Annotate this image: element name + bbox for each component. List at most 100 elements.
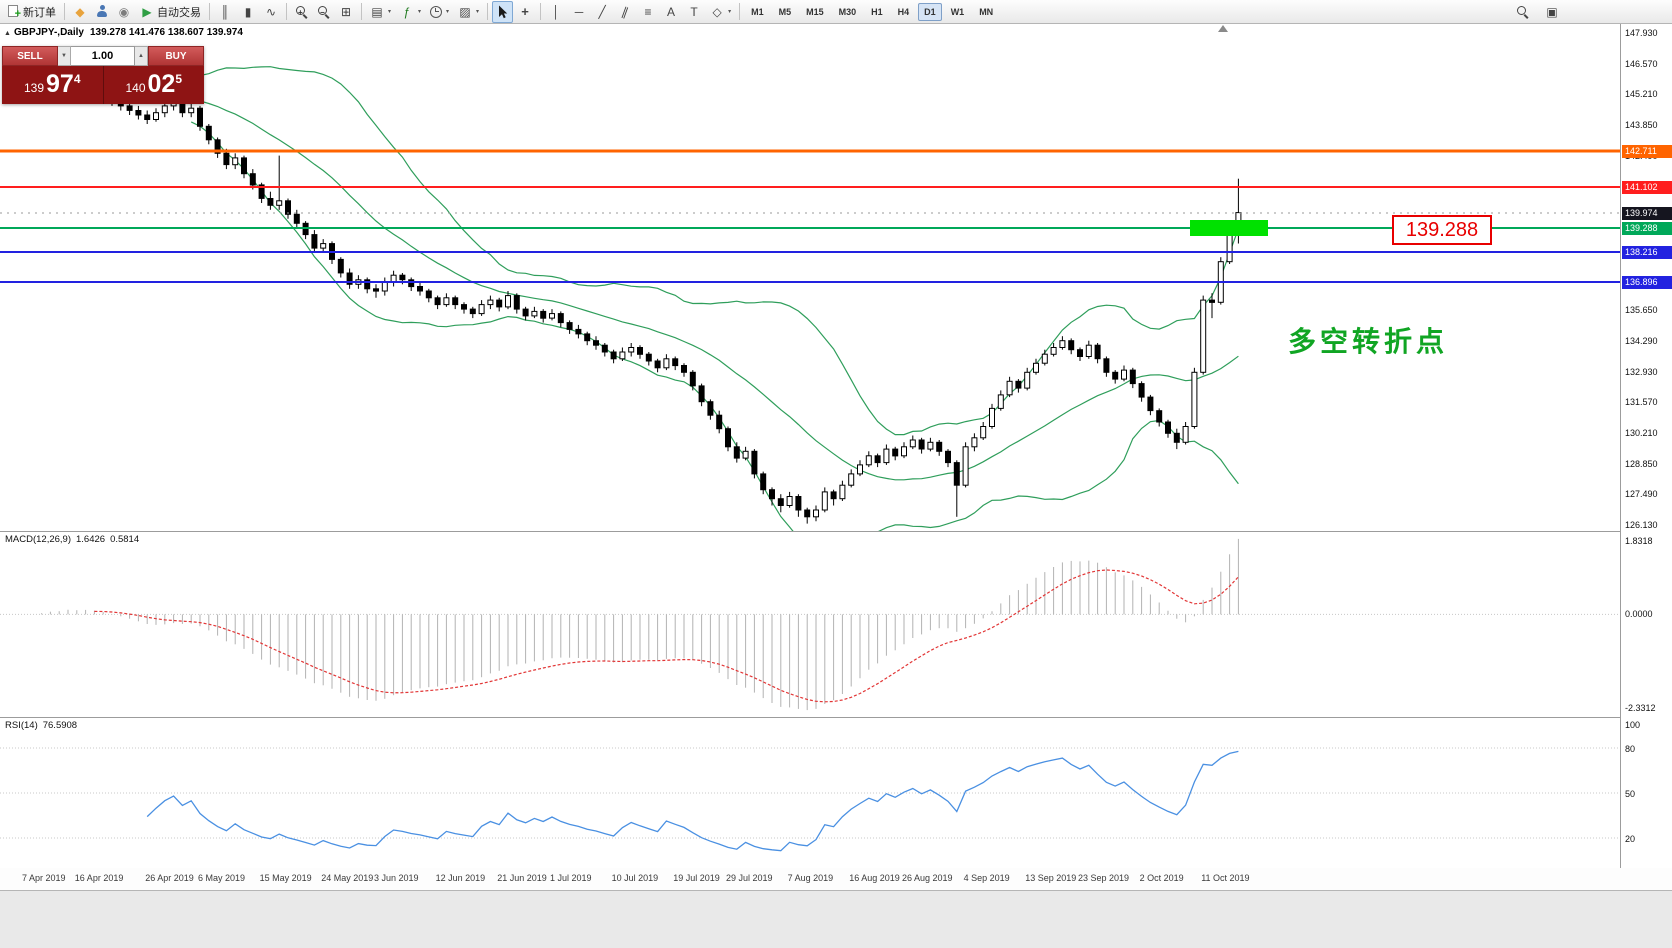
bar-chart-icon[interactable]: ║ bbox=[214, 1, 236, 23]
price-scale[interactable]: 147.930146.570145.210143.850142.490135.6… bbox=[1620, 24, 1672, 868]
snapshot-icon: ▨ bbox=[459, 4, 471, 19]
label-icon[interactable]: T bbox=[683, 1, 705, 23]
rsi-scale-label: 80 bbox=[1625, 744, 1636, 754]
price-level-tag[interactable]: 138.216 bbox=[1622, 246, 1672, 260]
symbol-marker-icon: ▲ bbox=[4, 30, 11, 37]
turning-point-note[interactable]: 多空转折点 bbox=[1288, 326, 1449, 357]
ohlc-values: 139.278 141.476 138.607 139.974 bbox=[89, 27, 243, 38]
rsi-canvas[interactable] bbox=[0, 718, 1620, 868]
panel-separator[interactable] bbox=[0, 717, 1672, 718]
macd-signal-value: 0.5814 bbox=[110, 534, 140, 545]
tile-windows-icon: ⊞ bbox=[340, 4, 352, 19]
sell-button[interactable]: SELL bbox=[2, 46, 58, 66]
news-icon: ◉ bbox=[118, 4, 130, 19]
date-label: 15 May 2019 bbox=[259, 873, 312, 883]
price-level-tag[interactable]: 136.896 bbox=[1622, 276, 1672, 290]
timeframe-mn[interactable]: MN bbox=[979, 6, 994, 17]
line-chart-icon[interactable]: ∿ bbox=[260, 1, 282, 23]
timeframe-m15[interactable]: M15 bbox=[806, 6, 824, 17]
indicators-icon: ƒ bbox=[403, 4, 411, 19]
cursor-icon[interactable] bbox=[492, 0, 514, 23]
data-window-icon: ▣ bbox=[1546, 4, 1558, 19]
timeframe-m5[interactable]: M5 bbox=[778, 6, 792, 17]
price-tick: 127.490 bbox=[1625, 489, 1658, 500]
buy-button[interactable]: BUY bbox=[148, 46, 204, 66]
date-label: 16 Aug 2019 bbox=[849, 873, 900, 883]
macd-main-value: 1.6426 bbox=[76, 534, 106, 545]
new-order-button[interactable]: 新订单 bbox=[3, 1, 60, 23]
timeframe-m30[interactable]: M30 bbox=[838, 6, 857, 17]
candlestick-chart-icon: ▮ bbox=[244, 4, 252, 19]
rsi-panel[interactable]: RSI(14) 76.5908 bbox=[0, 718, 1620, 868]
rsi-scale-label: 100 bbox=[1625, 720, 1641, 730]
price-level-note[interactable]: 139.288 bbox=[1392, 215, 1492, 246]
chart-shift-marker[interactable] bbox=[1218, 25, 1228, 32]
periods-icon[interactable]: ▾ bbox=[426, 1, 453, 23]
macd-scale-label: 0.0000 bbox=[1625, 609, 1653, 620]
timeframe-h1[interactable]: H1 bbox=[871, 6, 883, 17]
price-tick: 126.130 bbox=[1625, 520, 1658, 531]
channel-icon[interactable]: ∥ bbox=[614, 1, 636, 23]
timeframe-d1[interactable]: D1 bbox=[918, 2, 942, 21]
time-axis[interactable]: 7 Apr 2019 16 Apr 2019 26 Apr 2019 6 May 20… bbox=[0, 868, 1672, 890]
date-label: 1 Jul 2019 bbox=[550, 873, 592, 883]
price-level-tag[interactable]: 142.711 bbox=[1622, 144, 1672, 158]
price-chart-panel[interactable]: ▲ GBPJPY-,Daily 139.278 141.476 138.607 13… bbox=[0, 24, 1620, 531]
shapes-icon[interactable]: ◇ ▾ bbox=[706, 1, 735, 23]
price-level-tag[interactable]: 139.288 bbox=[1622, 222, 1672, 236]
timeframe-w1[interactable]: W1 bbox=[950, 6, 965, 17]
crosshair-icon[interactable]: + bbox=[514, 1, 536, 23]
mql5-community-icon[interactable]: ◆ bbox=[69, 1, 91, 23]
bid-big-digits: 97 bbox=[46, 70, 74, 98]
templates-icon: ▤ bbox=[371, 4, 383, 19]
horizontal-line-icon[interactable]: ─ bbox=[568, 1, 590, 23]
toolbar-separator bbox=[739, 3, 741, 20]
price-tick: 134.290 bbox=[1625, 335, 1658, 346]
highlight-rectangle[interactable] bbox=[1190, 220, 1269, 237]
toolbar: 新订单◆◉▶自动交易║▮∿+−⊞▤▾ƒ▾▾▨▾+│─╱∥≡AT◇▾M1M5M15… bbox=[0, 0, 1672, 24]
timeframe-h4[interactable]: H4 bbox=[897, 6, 910, 17]
chart-workspace: ▲ GBPJPY-,Daily 139.278 141.476 138.607 13… bbox=[0, 24, 1672, 948]
vertical-line-icon[interactable]: │ bbox=[545, 1, 567, 23]
date-label: 7 Aug 2019 bbox=[787, 873, 834, 883]
tile-windows-icon[interactable]: ⊞ bbox=[335, 1, 357, 23]
rsi-scale-label: 20 bbox=[1625, 834, 1636, 844]
autotrading-button[interactable]: ▶ 自动交易 bbox=[136, 1, 205, 23]
macd-panel[interactable]: MACD(12,26,9) 1.6426 0.5814 bbox=[0, 532, 1620, 717]
date-label: 19 Jul 2019 bbox=[673, 873, 720, 883]
macd-canvas[interactable] bbox=[0, 532, 1620, 717]
bid-price-display[interactable]: 139 97 4 bbox=[2, 66, 103, 104]
toolbar-right-group: ▣ bbox=[1512, 1, 1563, 23]
templates-icon[interactable]: ▤ ▾ bbox=[366, 1, 395, 23]
search-icon[interactable] bbox=[1512, 1, 1533, 23]
label-icon: T bbox=[690, 4, 698, 19]
date-label: 7 Apr 2019 bbox=[22, 873, 66, 883]
volume-down-button[interactable]: ▼ bbox=[58, 46, 71, 66]
zoom-in-icon[interactable]: + bbox=[291, 1, 312, 23]
data-window-icon[interactable]: ▣ bbox=[1541, 1, 1563, 23]
volume-up-button[interactable]: ▲ bbox=[135, 46, 148, 66]
zoom-out-icon[interactable]: − bbox=[313, 1, 334, 23]
timeframe-m1[interactable]: M1 bbox=[751, 6, 764, 17]
volume-input[interactable]: 1.00 bbox=[71, 46, 135, 66]
profile-icon[interactable] bbox=[92, 1, 112, 23]
snapshot-icon[interactable]: ▨ ▾ bbox=[454, 1, 483, 23]
panel-separator[interactable] bbox=[0, 531, 1672, 532]
symbol-name: GBPJPY-,Daily bbox=[13, 27, 84, 38]
candlestick-chart-icon[interactable]: ▮ bbox=[237, 1, 259, 23]
trendline-icon[interactable]: ╱ bbox=[591, 1, 613, 23]
price-tick: 146.570 bbox=[1625, 58, 1658, 69]
caret-down-icon: ▾ bbox=[728, 9, 732, 15]
fibonacci-icon[interactable]: ≡ bbox=[637, 1, 659, 23]
line-chart-icon: ∿ bbox=[265, 4, 277, 19]
price-tick: 131.570 bbox=[1625, 397, 1658, 408]
text-icon: A bbox=[667, 4, 676, 19]
ask-big-digits: 02 bbox=[147, 70, 176, 98]
news-icon[interactable]: ◉ bbox=[113, 1, 135, 23]
channel-icon: ∥ bbox=[619, 3, 631, 20]
price-chart-canvas[interactable] bbox=[0, 24, 1620, 531]
ask-price-display[interactable]: 140 02 5 bbox=[103, 66, 204, 104]
indicators-icon[interactable]: ƒ ▾ bbox=[396, 1, 425, 23]
price-level-tag[interactable]: 141.102 bbox=[1622, 181, 1672, 195]
text-icon[interactable]: A bbox=[660, 1, 682, 23]
